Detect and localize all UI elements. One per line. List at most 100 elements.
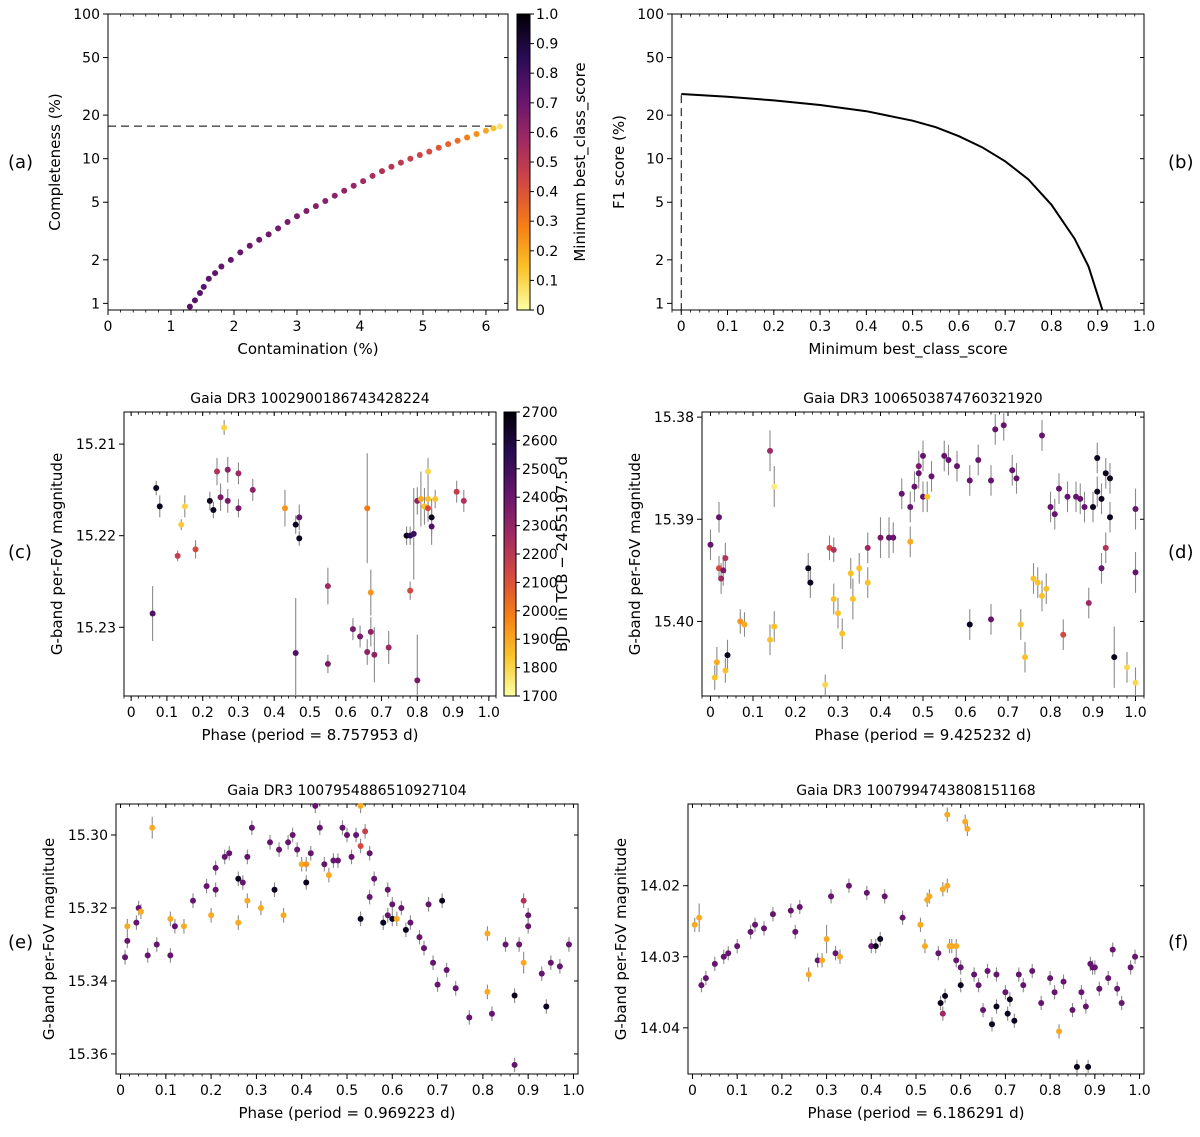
data-point: [939, 886, 946, 893]
x-tick-label: 4: [356, 319, 365, 335]
data-point: [178, 521, 185, 528]
data-point: [898, 490, 905, 497]
data-point: [281, 505, 288, 512]
y-tick-label: 14.02: [640, 879, 680, 895]
data-point: [366, 894, 373, 901]
data-point: [153, 941, 160, 948]
data-point: [210, 507, 217, 514]
data-point: [267, 839, 273, 846]
colorbar-tick-label: 2400: [522, 490, 558, 506]
colorbar-tick-label: 2600: [522, 433, 558, 449]
data-point: [1090, 504, 1096, 511]
data-point: [156, 503, 163, 510]
colorbar-tick-label: 2500: [522, 462, 558, 478]
x-tick-label: 0.7: [426, 1083, 448, 1099]
data-point: [186, 303, 193, 310]
panel-e: 0 0.1 0.2 0.3 0.4 0.5 0.6 0.7 0.8 0.9 1.0 15.30 15.3…: [8, 783, 585, 1122]
data-point: [371, 651, 378, 658]
data-point: [208, 912, 215, 919]
data-point: [538, 970, 545, 977]
data-point: [1082, 1003, 1089, 1010]
y-axis-label: Completeness (%): [46, 93, 64, 230]
colorbar-tick-label: 2100: [522, 575, 558, 591]
data-point: [192, 546, 199, 553]
x-tick-label: 0.9: [517, 1083, 539, 1099]
data-point: [915, 470, 922, 477]
data-point: [1132, 569, 1139, 576]
x-tick-label: 0.7: [997, 705, 1019, 721]
data-point: [966, 621, 973, 628]
data-point: [1034, 579, 1041, 586]
data-point: [1107, 475, 1113, 482]
data-point: [360, 178, 367, 185]
data-point: [734, 943, 741, 950]
data-point: [212, 886, 219, 893]
data-point: [1030, 575, 1037, 582]
data-point: [425, 901, 432, 908]
x-tick-label: 0.4: [855, 319, 877, 335]
data-point: [312, 802, 319, 809]
colorbar-label: Minimum best_class_score: [571, 62, 590, 261]
data-point: [316, 824, 323, 831]
data-point: [460, 497, 467, 504]
data-point: [235, 875, 242, 882]
data-point: [1124, 664, 1130, 671]
data-point: [691, 921, 698, 928]
data-point: [720, 953, 727, 960]
data-point: [171, 923, 178, 930]
data-point: [292, 649, 299, 656]
x-tick-label: 0.1: [155, 1083, 177, 1099]
data-point: [285, 839, 292, 846]
data-point: [921, 943, 928, 950]
x-tick-label: 0.8: [472, 1083, 494, 1099]
data-point: [1060, 978, 1067, 985]
y-tick-label: 15.30: [68, 828, 108, 844]
data-point: [1078, 989, 1085, 996]
data-point: [907, 538, 914, 545]
x-tick-label: 0.5: [901, 319, 923, 335]
data-point: [379, 168, 386, 175]
x-tick-label: 3: [293, 319, 302, 335]
data-point: [1098, 565, 1105, 572]
data-point: [389, 901, 396, 908]
x-axis-label: Phase (period = 8.757953 d): [201, 726, 418, 744]
data-point: [369, 172, 376, 179]
data-point: [769, 911, 776, 918]
data-point: [1111, 654, 1118, 661]
data-point: [1047, 504, 1054, 511]
data-point: [886, 534, 892, 541]
x-tick-label: 0.7: [994, 319, 1016, 335]
data-point: [434, 981, 441, 988]
x-tick-label: 5: [418, 319, 427, 335]
data-point: [926, 893, 933, 900]
data-point: [819, 957, 826, 964]
y-tick-label: 10: [646, 152, 664, 168]
x-tick-label: 0.1: [156, 705, 178, 721]
y-axis-label: G-band per-FoV magnitude: [40, 838, 58, 1040]
y-tick-label: 100: [637, 7, 664, 23]
data-point: [511, 992, 518, 999]
data-point: [484, 930, 491, 937]
x-tick-label: 0.2: [784, 705, 806, 721]
data-point: [837, 953, 843, 960]
data-point: [915, 463, 922, 470]
data-point: [849, 595, 856, 602]
panel-f: 0 0.1 0.2 0.3 0.4 0.5 0.6 0.7 0.8 0.9 1.0 14.02 14.0…: [612, 783, 1188, 1122]
data-point: [124, 937, 131, 944]
data-point: [362, 828, 369, 835]
colorbar-tick-label: 0.7: [536, 96, 558, 112]
x-tick-label: 1.0: [1133, 319, 1155, 335]
x-tick-label: 0.6: [954, 705, 976, 721]
y-tick-label: 100: [73, 7, 100, 23]
data-point: [357, 842, 364, 849]
data-point: [835, 610, 841, 617]
data-point: [1002, 989, 1009, 996]
data-point: [941, 452, 948, 459]
data-point: [966, 477, 973, 484]
colorbar-tick-label: 2700: [522, 405, 558, 421]
data-point: [737, 618, 744, 625]
data-point: [421, 945, 427, 952]
data-point: [928, 473, 935, 480]
data-point: [1056, 1028, 1063, 1035]
y-tick-label: 15.23: [76, 620, 116, 636]
